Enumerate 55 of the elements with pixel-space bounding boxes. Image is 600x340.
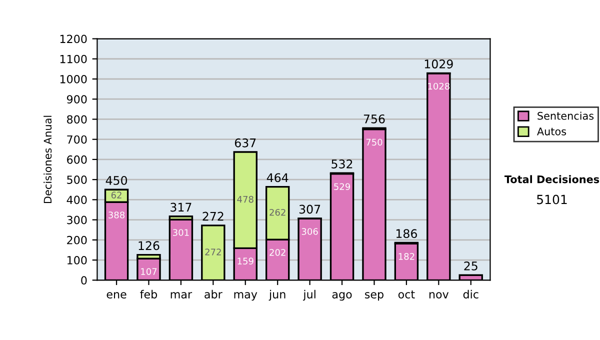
x-tick-label: sep [364,292,384,301]
total-label: 307 [299,204,320,214]
y-tick-label: 600 [67,155,87,164]
total-label: 532 [332,160,352,168]
data-label: 301 [173,229,189,236]
y-tick-label: 900 [66,95,87,104]
y-tick-label: 200 [67,236,87,244]
y-tick-label: 1100 [60,54,87,64]
data-label: 388 [108,212,125,218]
total-label: 186 [396,229,417,238]
text: Total Decisiones [504,175,600,184]
total-label: 272 [202,212,224,221]
total-label: 317 [170,202,192,212]
y-tick-label: 500 [67,176,87,184]
total-label: 450 [106,176,128,185]
data-label: 182 [398,253,414,260]
data-label: 262 [270,208,286,216]
y-tick-label: 400 [66,196,87,204]
data-label: 478 [237,196,254,203]
y-tick-label: 300 [67,216,87,224]
data-label: 306 [302,228,318,235]
total-label: 1029 [424,60,453,68]
total-label: 464 [266,173,288,182]
total-label: 126 [138,241,160,250]
y-tick-label: 800 [67,115,87,124]
x-tick-label: ago [332,292,352,301]
x-tick-label: jul [303,290,316,301]
x-tick-label: ene [106,292,126,298]
data-label: 750 [366,138,382,146]
data-label: 159 [238,258,254,264]
x-tick-label: abr [204,290,222,298]
data-label: 107 [141,268,157,275]
y-tick-label: 100 [67,256,87,264]
total-label: 637 [234,138,256,148]
data-label: 62 [111,192,122,198]
y-tick-label: 0 [81,276,87,285]
y-tick-label: 1000 [60,74,87,84]
legend-label: Autos [537,128,566,136]
total-label: 25 [464,262,478,270]
text: 5101 [537,194,567,204]
y-tick-label: 1200 [60,34,87,44]
x-tick-label: jun [268,290,286,301]
y-tick-label: 700 [67,135,87,144]
x-tick-label: feb [140,290,158,298]
data-label: 272 [205,248,221,256]
x-tick-label: oct [398,290,415,298]
legend-label: Sentencias [538,112,594,120]
total-label: 756 [364,114,385,124]
data-label: 202 [270,249,286,256]
y-axis-title: Decisiones Anual [44,116,52,203]
x-tick-label: nov [429,292,449,298]
x-tick-label: may [234,292,258,301]
x-tick-label: mar [170,292,192,298]
x-tick-label: dic [463,290,478,298]
data-label: 529 [334,183,350,190]
